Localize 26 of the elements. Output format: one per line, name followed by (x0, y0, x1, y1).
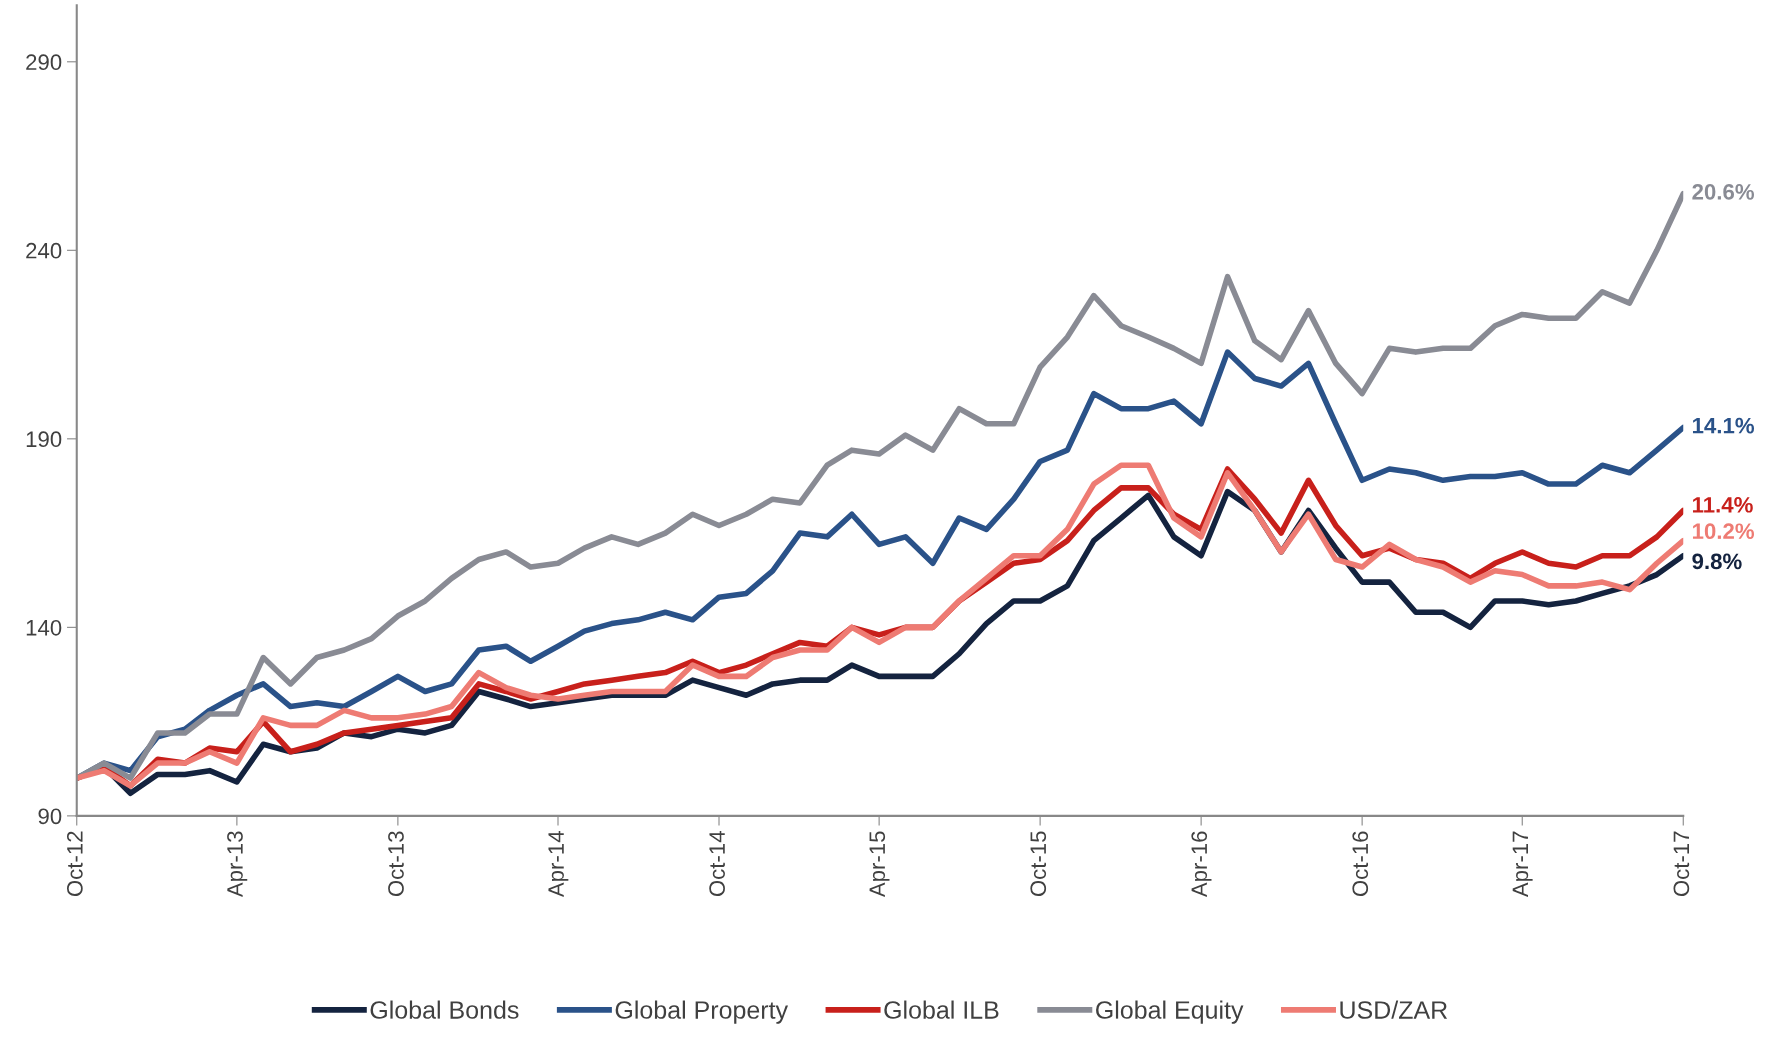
legend-label: Global Property (615, 1000, 789, 1024)
legend-label: USD/ZAR (1340, 1000, 1448, 1019)
y-tick-label: 290 (26, 54, 62, 71)
x-tick-label: Apr-15 (869, 831, 890, 898)
x-tick-label: Oct-14 (709, 831, 725, 897)
x-tick-label: Apr-13 (227, 831, 248, 898)
legend-label: Global Bonds (370, 1000, 519, 1019)
annotation: 10.2% (1692, 523, 1755, 540)
x-tick-label: Oct-17 (1673, 831, 1690, 897)
x-tick-label: Oct-16 (1352, 831, 1369, 897)
x-tick-label: Apr-17 (1512, 831, 1533, 898)
x-tick-label: Oct-13 (388, 831, 404, 897)
annotation: 9.8% (1692, 553, 1742, 570)
y-tick-label: 90 (38, 808, 62, 825)
x-tick-label: Oct-12 (66, 831, 83, 897)
legend-label: Global ILB (884, 1000, 999, 1019)
y-tick-label: 190 (26, 431, 62, 448)
x-tick-label: Oct-15 (1030, 831, 1047, 897)
y-tick-label: 240 (26, 242, 62, 259)
legend-label: Global Equity (1096, 1000, 1244, 1024)
annotation: 20.6% (1692, 183, 1755, 200)
x-tick-label: Apr-16 (1191, 831, 1212, 898)
x-tick-label: Apr-14 (548, 831, 569, 898)
annotation: 14.1% (1692, 417, 1755, 434)
y-tick-label: 140 (26, 619, 62, 636)
annotation: 11.4% (1692, 496, 1753, 513)
